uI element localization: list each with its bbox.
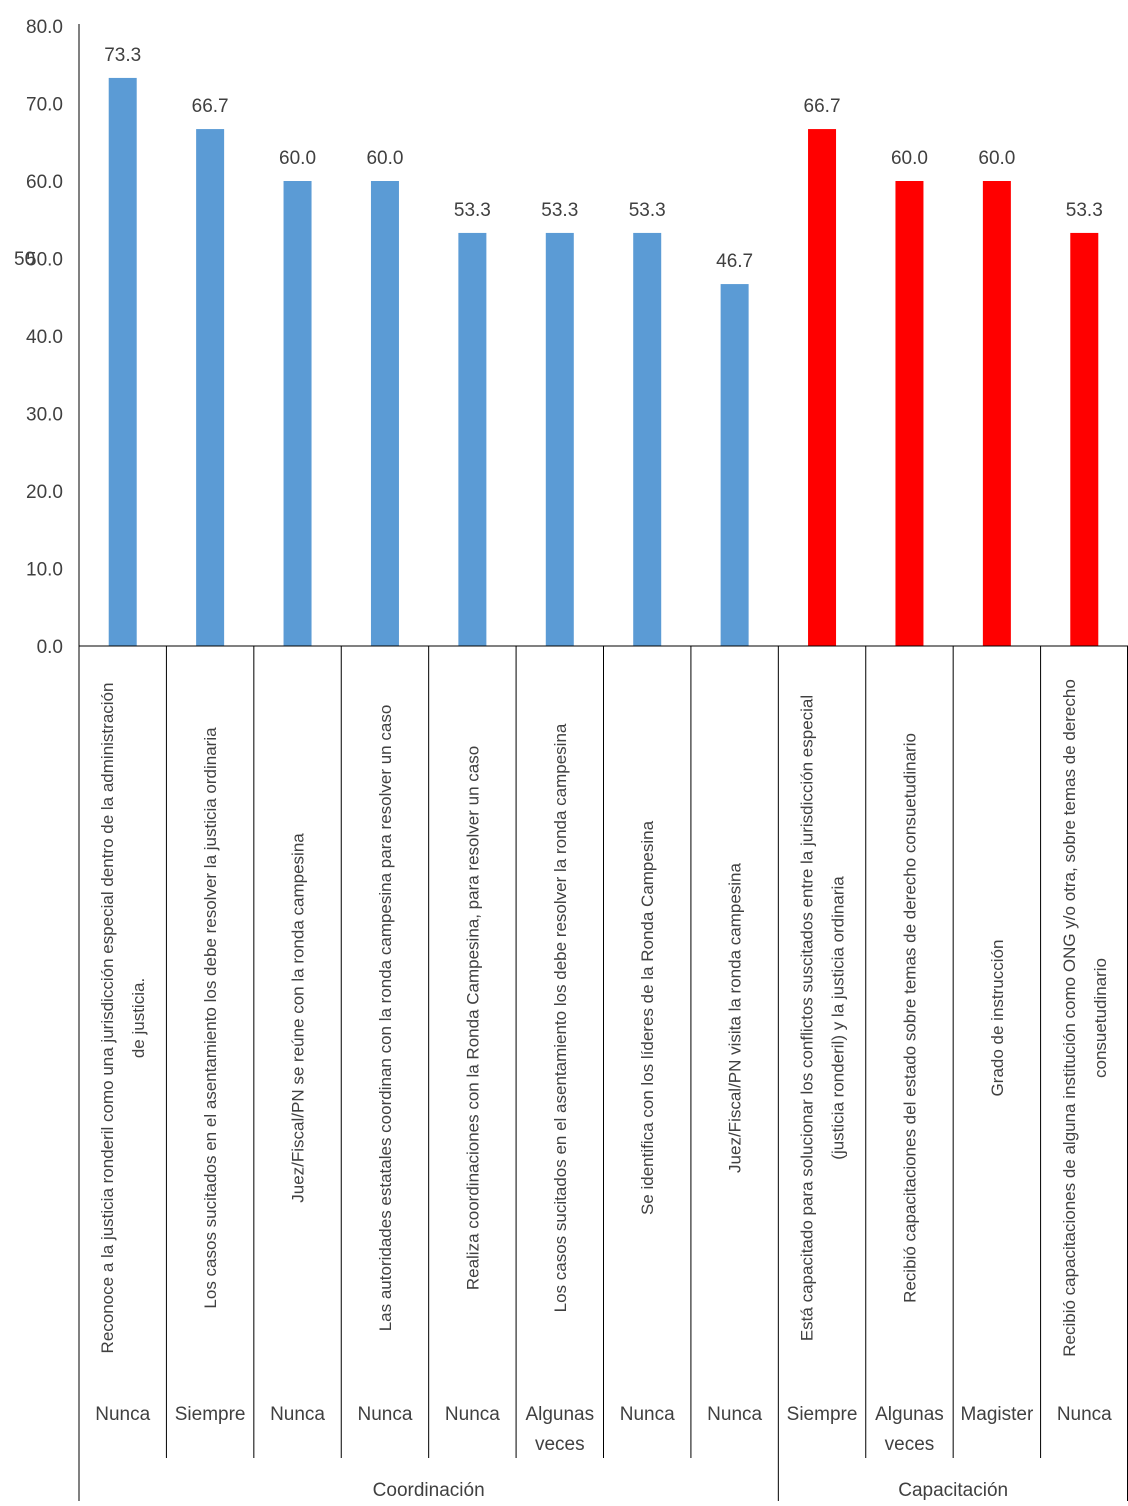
category-item-label-line: Juez/Fiscal/PN se reúne con la ronda cam…	[289, 833, 308, 1203]
category-item-label-line: Se identifica con los líderes de la Rond…	[638, 820, 657, 1215]
category-item-label: Grado de instrucción	[988, 940, 1007, 1097]
data-label: 60.0	[366, 148, 403, 169]
bar	[720, 284, 749, 646]
group-label: Capacitación	[898, 1480, 1008, 1501]
category-response-labels: Nunca Siempre Nunca Nunca Nunca Algunas veces N…	[95, 1404, 1112, 1455]
category-response-label: Nunca	[1057, 1404, 1112, 1425]
category-item-label: Los casos sucitados en el asentamiento l…	[551, 723, 570, 1312]
group-label: Coordinación	[373, 1480, 485, 1501]
category-response-label-line: Nunca	[1057, 1404, 1112, 1425]
category-item-label: Se identifica con los líderes de la Rond…	[638, 820, 657, 1215]
category-response-label-line: veces	[535, 1434, 585, 1455]
category-item-label-line: Reconoce a la justicia ronderil como una…	[98, 683, 117, 1354]
category-item-labels: Reconoce a la justicia ronderil como una…	[98, 679, 1110, 1357]
category-item-label: Realiza coordinaciones con la Ronda Camp…	[463, 746, 482, 1290]
bar	[283, 181, 312, 646]
category-item-label: Reconoce a la justicia ronderil como una…	[98, 683, 148, 1354]
category-item-label: Juez/Fiscal/PN se reúne con la ronda cam…	[289, 833, 308, 1203]
category-item-label-line: Las autoridades estatales coordinan con …	[376, 705, 395, 1332]
group-labels: Coordinación Capacitación	[373, 1480, 1008, 1501]
category-item-label: Recibió capacitaciones de alguna institu…	[1060, 679, 1110, 1357]
y-tick-label: 50.0	[26, 250, 63, 271]
bar	[895, 181, 924, 646]
category-response-label: Nunca	[445, 1404, 500, 1425]
bar	[633, 232, 662, 647]
category-item-label-line: Recibió capacitaciones del estado sobre …	[900, 733, 919, 1303]
category-response-label: Algunas veces	[525, 1404, 594, 1455]
category-item-label: Está capacitado para solucionar los conf…	[798, 695, 848, 1341]
data-label: 53.3	[629, 200, 666, 221]
category-item-label: Recibió capacitaciones del estado sobre …	[900, 733, 919, 1303]
bar	[108, 77, 137, 647]
category-item-label-line: (justicia ronderil) y la justicia ordina…	[829, 876, 848, 1160]
category-response-label: Nunca	[95, 1404, 150, 1425]
category-response-label-line: Nunca	[620, 1404, 675, 1425]
category-item-label: Los casos sucitados en el asentamiento l…	[201, 727, 220, 1309]
category-item-label: Juez/Fiscal/PN visita la ronda campesina	[726, 863, 745, 1173]
bars	[108, 77, 1099, 647]
y-axis-tick-labels: 0.0 10.0 20.0 30.0 40.0 50.0 60.0 70.0 80.0	[26, 17, 63, 658]
category-response-label-line: Nunca	[357, 1404, 412, 1425]
bar	[458, 232, 487, 647]
category-item-label: Las autoridades estatales coordinan con …	[376, 705, 395, 1332]
bar	[982, 181, 1011, 646]
y-tick-label: 10.0	[26, 560, 63, 581]
y-tick-label: 0.0	[37, 637, 63, 658]
category-response-label: Algunas veces	[875, 1404, 944, 1455]
data-label: 73.3	[104, 45, 141, 66]
category-response-label: Nunca	[707, 1404, 762, 1425]
category-item-label-line: Los casos sucitados en el asentamiento l…	[201, 727, 220, 1309]
category-response-label: Nunca	[270, 1404, 325, 1425]
category-response-label-line: Siempre	[175, 1404, 246, 1425]
bar	[370, 181, 399, 646]
category-item-label-line: consuetudinario	[1091, 958, 1110, 1078]
bar	[545, 232, 574, 647]
category-item-label-line: Realiza coordinaciones con la Ronda Camp…	[463, 746, 482, 1290]
category-response-label-line: Magister	[960, 1404, 1034, 1425]
bar	[1070, 232, 1099, 647]
category-response-label-line: Algunas	[875, 1404, 944, 1425]
bar	[808, 129, 837, 646]
data-label: 60.0	[891, 148, 928, 169]
category-response-label-line: Nunca	[95, 1404, 150, 1425]
category-response-label-line: veces	[885, 1434, 935, 1455]
data-label: 46.7	[716, 251, 753, 272]
category-response-label: Magister	[960, 1404, 1034, 1425]
data-label: 60.0	[279, 148, 316, 169]
y-tick-label: 20.0	[26, 482, 63, 503]
data-label: 66.7	[192, 96, 229, 117]
axes	[78, 24, 1128, 1501]
category-item-label-line: Recibió capacitaciones de alguna institu…	[1060, 679, 1079, 1357]
category-item-label-line: Juez/Fiscal/PN visita la ronda campesina	[726, 863, 745, 1173]
category-response-label-line: Nunca	[270, 1404, 325, 1425]
category-response-label: Siempre	[175, 1404, 246, 1425]
data-label: 66.7	[804, 96, 841, 117]
overlay-label: 50	[14, 249, 35, 270]
category-item-label-line: Grado de instrucción	[988, 940, 1007, 1097]
category-response-label-line: Nunca	[707, 1404, 762, 1425]
data-label: 53.3	[541, 200, 578, 221]
y-tick-label: 80.0	[26, 17, 63, 38]
y-tick-label: 30.0	[26, 405, 63, 426]
data-label: 53.3	[1066, 200, 1103, 221]
category-response-label: Siempre	[787, 1404, 858, 1425]
bar	[196, 129, 225, 646]
y-tick-label: 40.0	[26, 327, 63, 348]
category-response-label-line: Siempre	[787, 1404, 858, 1425]
category-response-label-line: Algunas	[525, 1404, 594, 1425]
category-item-label-line: Los casos sucitados en el asentamiento l…	[551, 723, 570, 1312]
data-labels: 73.3 66.7 60.0 60.0 53.3 53.3 53.3 46.7 66.7 60.0…	[104, 45, 1103, 272]
data-label: 53.3	[454, 200, 491, 221]
category-response-label: Nunca	[620, 1404, 675, 1425]
y-tick-label: 60.0	[26, 172, 63, 193]
category-item-label-line: Está capacitado para solucionar los conf…	[798, 695, 817, 1341]
y-tick-label: 70.0	[26, 95, 63, 116]
category-item-label-line: de justicia.	[129, 978, 148, 1058]
category-response-label-line: Nunca	[445, 1404, 500, 1425]
category-response-label: Nunca	[357, 1404, 412, 1425]
data-label: 60.0	[978, 148, 1015, 169]
